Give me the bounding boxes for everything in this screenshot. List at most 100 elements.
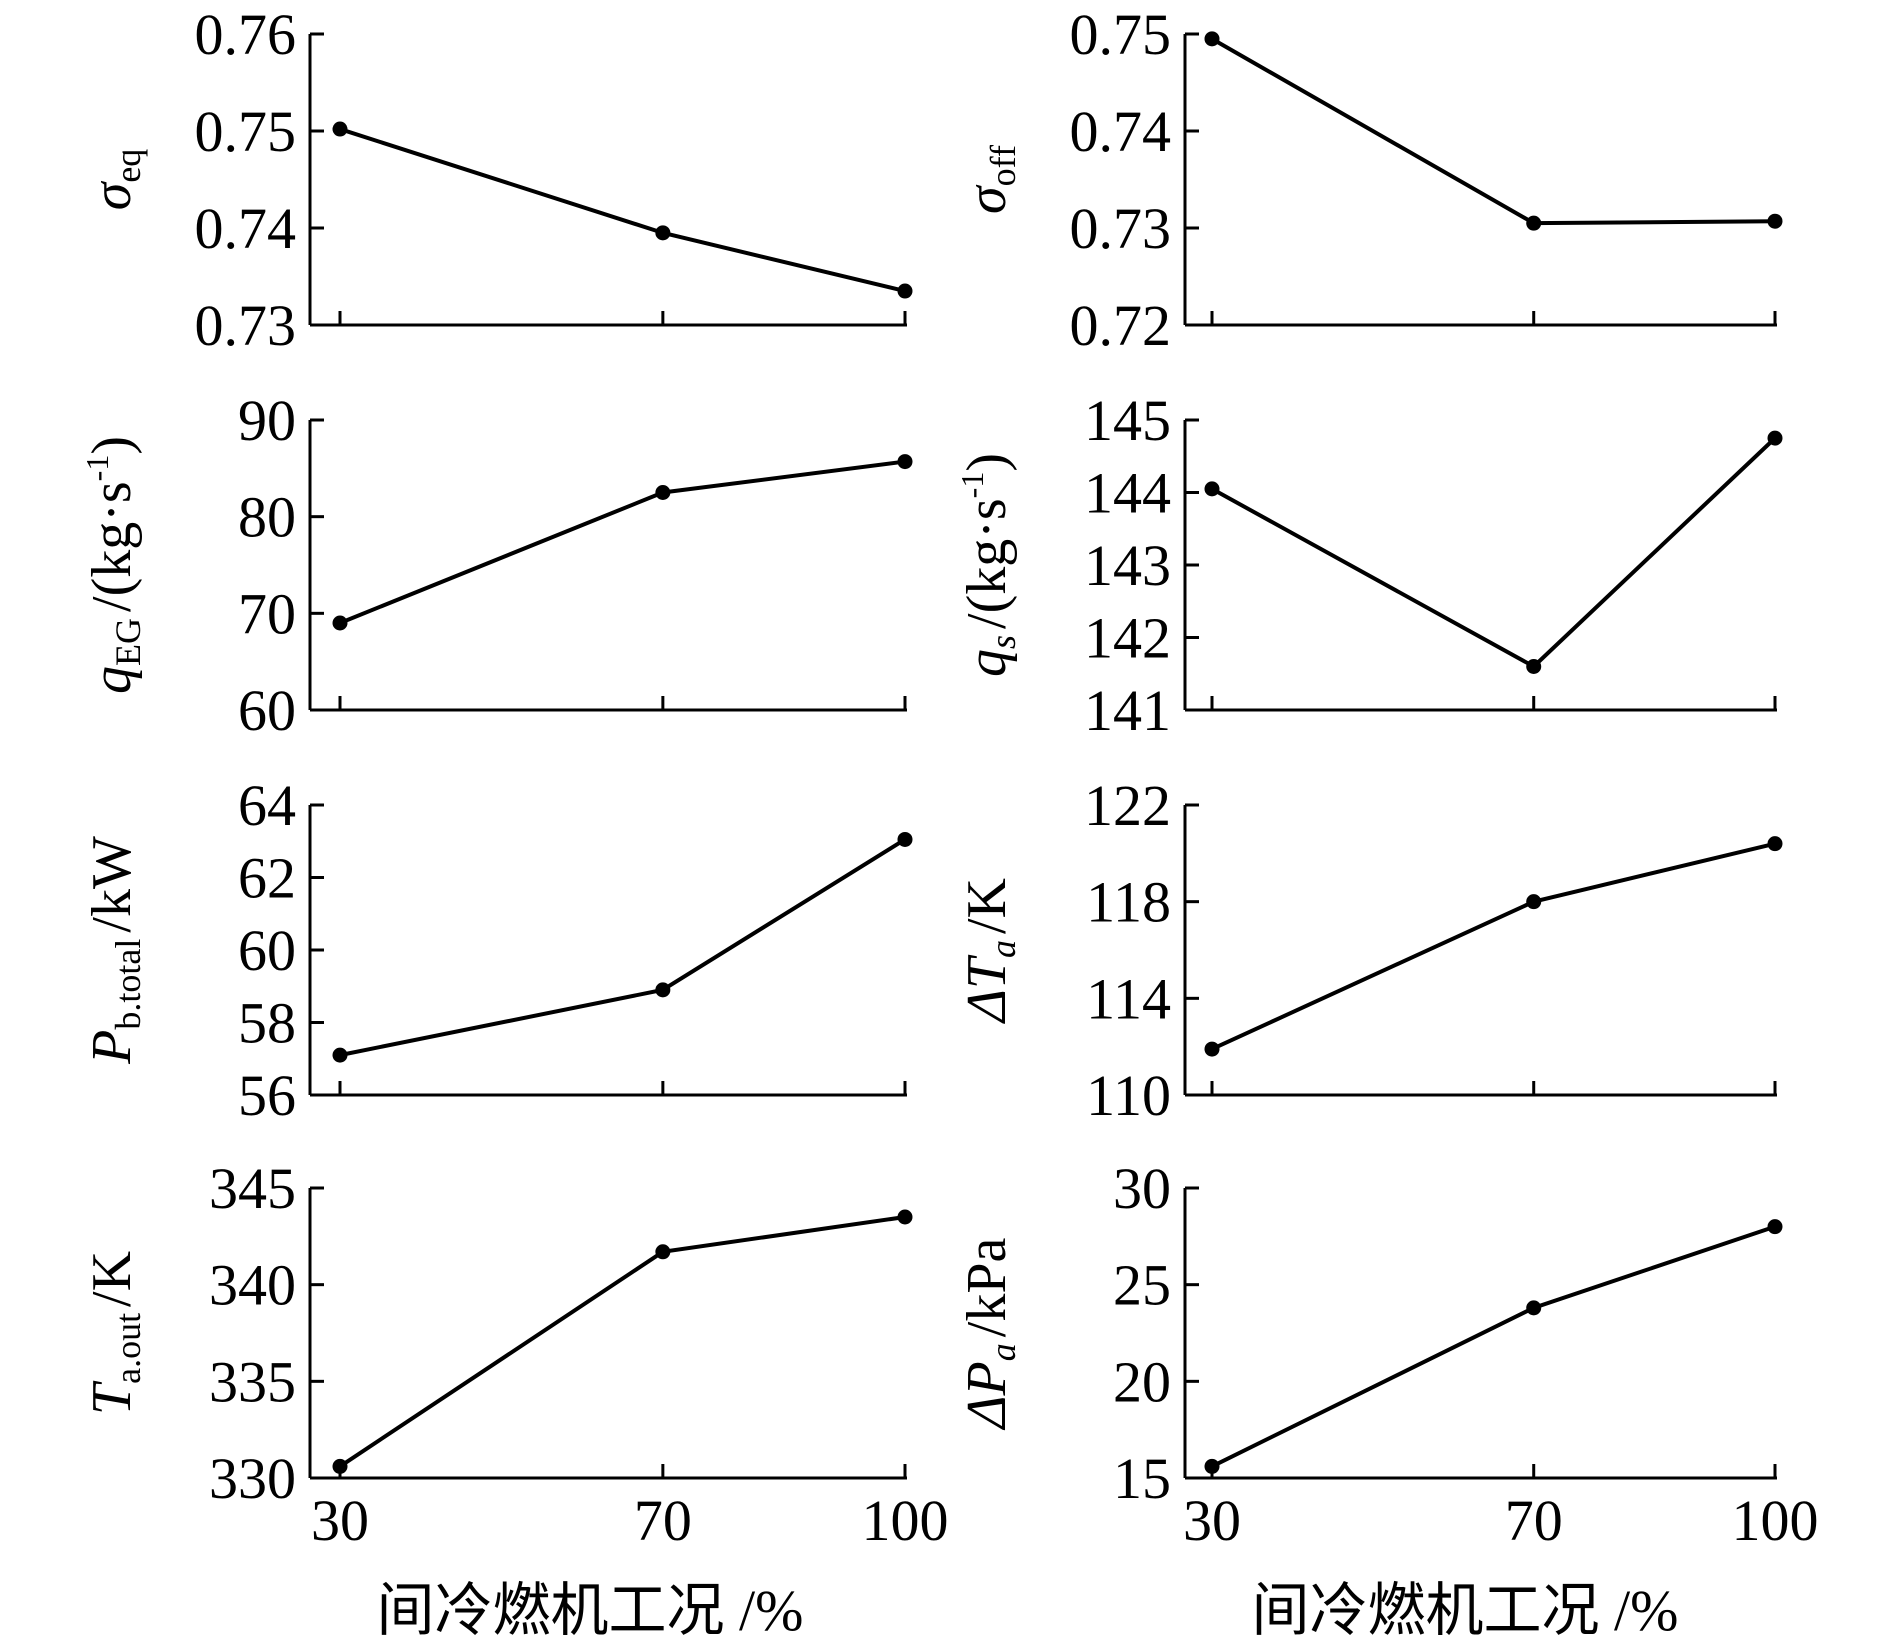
y-tick-label-delta-t-a: 122 xyxy=(1084,773,1171,838)
data-point-sigma-eq xyxy=(655,225,671,241)
data-point-delta-t-a xyxy=(1767,836,1783,852)
y-label-symbol: ΔT xyxy=(956,954,1018,1024)
y-label-unit: /kPa xyxy=(956,1238,1018,1338)
data-point-sigma-off xyxy=(1767,213,1783,229)
y-label-unit: /kW xyxy=(81,836,143,933)
y-tick-label-sigma-eq: 0.74 xyxy=(195,196,297,261)
panel-delta-p-a: 15 20 25 30 30 70 100 ΔPa/kPa xyxy=(956,1156,1819,1553)
y-tick-label-q-s: 145 xyxy=(1084,388,1171,453)
x-tick-label-delta-p-a: 70 xyxy=(1505,1488,1563,1553)
y-tick-label-t-a-out: 345 xyxy=(209,1156,296,1221)
y-tick-label-delta-t-a: 118 xyxy=(1086,870,1171,935)
y-tick-label-p-b-total: 56 xyxy=(238,1063,296,1128)
y-tick-label-t-a-out: 330 xyxy=(209,1446,296,1511)
y-label-close: ) xyxy=(81,436,143,455)
y-label-subscript: off xyxy=(983,145,1023,186)
y-tick-label-sigma-off: 0.73 xyxy=(1070,196,1172,261)
y-label-unit: /K xyxy=(81,1251,143,1307)
y-tick-label-p-b-total: 62 xyxy=(238,846,296,911)
panel-delta-t-a: 110 114 118 122 ΔTa/K xyxy=(956,773,1783,1128)
x-axis-label-right: 间冷燃机工况 /% xyxy=(1252,1578,1679,1643)
data-point-p-b-total xyxy=(655,982,671,998)
data-point-q-s xyxy=(1526,659,1542,674)
y-label-subscript: EG xyxy=(108,618,148,666)
y-tick-label-t-a-out: 340 xyxy=(209,1253,296,1318)
panel-t-a-out: 330 335 340 345 30 70 100 Ta.out/K xyxy=(81,1156,949,1553)
y-tick-label-q-s: 141 xyxy=(1084,678,1171,743)
data-point-t-a-out xyxy=(332,1458,348,1474)
x-tick-label-t-a-out: 30 xyxy=(311,1488,369,1553)
x-tick-label-delta-p-a: 30 xyxy=(1183,1488,1241,1553)
panel-sigma-eq: 0.73 0.74 0.75 0.76 σeq xyxy=(81,2,913,358)
series-line-sigma-off xyxy=(1211,37,1776,226)
panel-q-eg: 60 70 80 90 qEG /(kg·s-1) xyxy=(79,388,913,743)
y-label-subscript: a.out xyxy=(108,1313,148,1384)
x-tick-label-t-a-out: 100 xyxy=(862,1488,949,1553)
y-tick-label-delta-p-a: 30 xyxy=(1113,1156,1171,1221)
y-label-unit: /K xyxy=(956,878,1018,934)
y-label-subscript: s xyxy=(983,635,1023,649)
y-label-unit: /(kg·s xyxy=(81,481,143,612)
data-point-t-a-out xyxy=(655,1244,671,1260)
y-tick-label-sigma-off: 0.72 xyxy=(1070,293,1172,358)
data-point-sigma-eq xyxy=(897,283,913,299)
series-line-sigma-eq xyxy=(339,127,906,293)
y-label-superscript: -1 xyxy=(79,455,115,482)
y-tick-label-q-eg: 70 xyxy=(238,581,296,646)
data-point-sigma-off xyxy=(1526,215,1542,231)
y-tick-label-delta-p-a: 20 xyxy=(1113,1349,1171,1414)
y-label-symbol: σ xyxy=(81,180,143,210)
x-tick-label-delta-p-a: 100 xyxy=(1732,1488,1819,1553)
panel-sigma-off: 0.72 0.73 0.74 0.75 σoff xyxy=(956,2,1783,358)
data-point-t-a-out xyxy=(897,1209,913,1225)
data-point-p-b-total xyxy=(332,1047,348,1063)
y-axis-label-q-eg: qEG /(kg·s-1) xyxy=(79,436,148,694)
series-line-p-b-total xyxy=(339,837,907,1058)
y-tick-label-q-s: 142 xyxy=(1084,606,1171,671)
y-tick-label-p-b-total: 58 xyxy=(238,991,296,1056)
y-label-symbol: q xyxy=(956,649,1018,677)
panel-q-s: 141 142 143 144 145 qs /(kg·s-1) xyxy=(954,388,1783,743)
y-label-symbol: P xyxy=(81,1030,143,1065)
data-point-q-eg xyxy=(897,454,913,470)
y-tick-label-sigma-eq: 0.76 xyxy=(195,2,297,67)
y-axis-label-sigma-off: σoff xyxy=(956,145,1023,214)
data-point-q-eg xyxy=(332,615,348,631)
data-point-p-b-total xyxy=(897,831,913,847)
y-tick-label-q-s: 144 xyxy=(1084,461,1171,526)
y-axis-label-sigma-eq: σeq xyxy=(81,149,148,211)
series-line-q-eg xyxy=(339,459,906,625)
panels: 0.73 0.74 0.75 0.76 σeq 0.72 0.73 0.74 0.75 σoff 6… xyxy=(79,2,1819,1553)
y-tick-label-t-a-out: 335 xyxy=(209,1349,296,1414)
y-label-unit: /(kg·s xyxy=(956,498,1018,629)
data-point-delta-p-a xyxy=(1204,1458,1220,1474)
y-tick-label-q-s: 143 xyxy=(1084,533,1171,598)
y-axis-label-delta-t-a: ΔTa/K xyxy=(956,878,1023,1024)
data-point-q-eg xyxy=(655,485,671,500)
y-tick-label-sigma-off: 0.74 xyxy=(1070,99,1172,164)
x-tick-label-t-a-out: 70 xyxy=(634,1488,692,1553)
y-label-subscript: eq xyxy=(108,149,148,183)
y-label-subscript: a xyxy=(983,1343,1023,1361)
data-point-delta-p-a xyxy=(1767,1219,1783,1235)
data-point-q-s xyxy=(1204,481,1220,497)
data-point-delta-t-a xyxy=(1526,894,1542,910)
y-label-subscript: b.total xyxy=(108,939,148,1030)
y-axis-label-q-s: qs /(kg·s-1) xyxy=(954,453,1023,677)
series-line-delta-p-a xyxy=(1211,1224,1776,1469)
y-tick-label-q-eg: 80 xyxy=(238,485,296,550)
y-tick-label-sigma-off: 0.75 xyxy=(1070,2,1172,67)
y-tick-label-delta-p-a: 25 xyxy=(1113,1253,1171,1318)
data-point-sigma-eq xyxy=(332,121,348,137)
panel-p-b-total: 56 58 60 62 64 Pb.total/kW xyxy=(81,773,913,1128)
y-label-symbol: q xyxy=(81,666,143,694)
series-line-delta-t-a xyxy=(1211,841,1776,1051)
x-axis-label-left: 间冷燃机工况 /% xyxy=(377,1578,804,1643)
data-point-q-s xyxy=(1767,430,1783,446)
y-label-symbol: T xyxy=(81,1380,143,1415)
y-tick-label-delta-t-a: 110 xyxy=(1086,1063,1171,1128)
y-tick-label-p-b-total: 60 xyxy=(238,918,296,983)
y-label-subscript: a xyxy=(983,940,1023,958)
y-axis-label-delta-p-a: ΔPa/kPa xyxy=(956,1238,1023,1431)
